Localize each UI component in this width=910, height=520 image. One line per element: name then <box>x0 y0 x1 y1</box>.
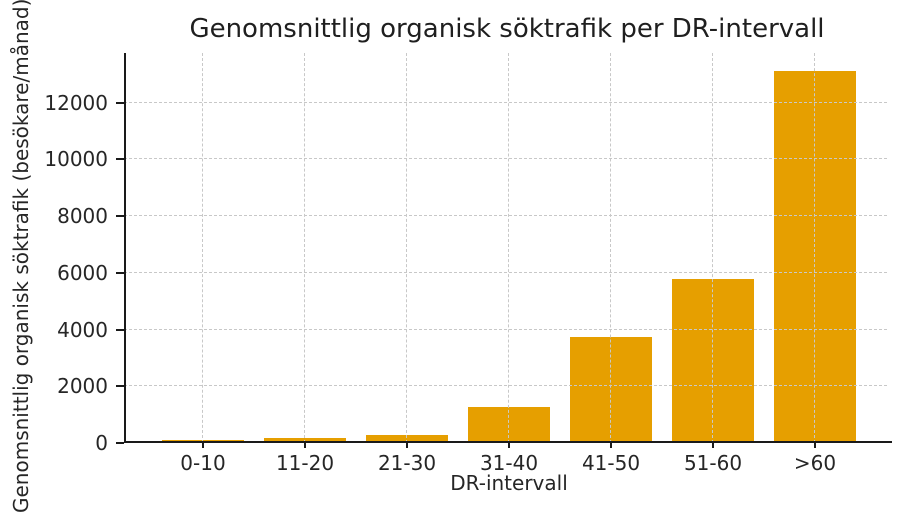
y-tick-mark <box>116 271 124 274</box>
x-tick-mark <box>610 443 612 448</box>
x-tick-label: 21-30 <box>377 451 437 475</box>
y-tick-mark <box>116 442 124 444</box>
bar->60 <box>774 71 856 443</box>
bar-51-60 <box>672 278 754 443</box>
x-tick-mark <box>814 443 816 448</box>
y-tick-label: 2000 <box>57 374 108 399</box>
y-tick-label: 0 <box>95 431 108 455</box>
y-tick-label: 8000 <box>57 204 108 229</box>
x-gridline <box>712 53 713 443</box>
x-tick-label: 41-50 <box>581 451 641 475</box>
y-tick-label: 6000 <box>57 260 108 285</box>
y-axis-spine <box>124 53 126 443</box>
y-tick-label: 12000 <box>44 90 108 115</box>
y-tick-mark <box>116 101 124 104</box>
x-tick-mark <box>712 443 714 448</box>
x-gridline <box>610 53 611 443</box>
x-tick-mark <box>508 443 510 448</box>
x-tick-label: >60 <box>793 451 837 475</box>
y-tick-mark <box>116 215 124 218</box>
y-tick-label: 4000 <box>57 317 108 342</box>
x-axis-spine <box>124 441 892 443</box>
y-gridline <box>124 101 887 103</box>
y-gridline <box>124 271 887 273</box>
y-tick-mark <box>116 328 124 331</box>
x-gridline <box>304 53 305 443</box>
x-tick-label: 51-60 <box>683 451 743 475</box>
x-gridline <box>406 53 407 443</box>
y-tick-mark <box>116 158 124 161</box>
x-tick-label: 0-10 <box>180 451 226 475</box>
x-gridline <box>508 53 509 443</box>
chart-title: Genomsnittlig organisk söktrafik per DR-… <box>189 14 825 44</box>
plot-area: 0 2000 4000 6000 8000 10000 12000 0-10 11-20 21-3… <box>44 53 892 475</box>
y-gridline <box>124 158 887 160</box>
x-tick-mark <box>406 443 408 448</box>
y-tick-label: 10000 <box>44 147 108 172</box>
y-gridline <box>124 385 887 387</box>
x-gridline <box>202 53 203 443</box>
x-tick-label: 31-40 <box>479 451 539 475</box>
y-gridline <box>124 215 887 217</box>
bar-11-20 <box>264 437 346 443</box>
bar-31-40 <box>468 406 550 443</box>
bar-41-50 <box>570 336 652 443</box>
x-tick-label: 11-20 <box>275 451 335 475</box>
x-tick-mark <box>202 443 204 448</box>
y-tick-mark <box>116 385 124 388</box>
bar-21-30 <box>366 434 448 443</box>
x-tick-mark <box>304 443 306 448</box>
x-axis-label: DR-intervall <box>450 471 568 495</box>
y-gridline <box>124 328 887 330</box>
x-gridline <box>814 53 815 443</box>
